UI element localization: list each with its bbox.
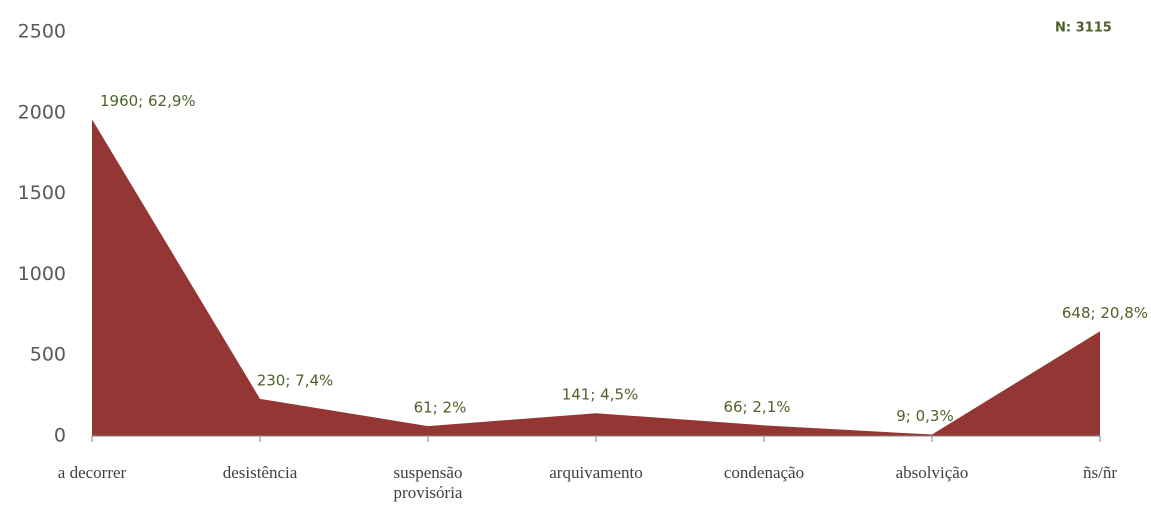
area <box>92 119 1100 436</box>
y-tick-label: 2000 <box>18 101 66 123</box>
value-label: 648; 20,8% <box>1062 304 1148 322</box>
x-tick-label: suspensão provisória <box>393 463 463 502</box>
x-tick-label: condenação <box>723 463 805 482</box>
x-tick-label: a decorrer <box>57 463 127 482</box>
x-tick-label: absolvição <box>895 463 969 482</box>
y-tick-label: 2500 <box>18 21 66 43</box>
y-tick-label: 1000 <box>18 263 66 285</box>
annotation: N: 3115 <box>1055 21 1112 36</box>
y-tick-label: 1500 <box>18 182 66 204</box>
x-tick-label: desistência <box>222 463 298 482</box>
value-label: 141; 4,5% <box>562 386 639 404</box>
x-tick-label: arquivamento <box>549 463 643 482</box>
value-label: 1960; 62,9% <box>100 92 196 110</box>
value-label: 9; 0,3% <box>896 407 953 425</box>
value-label: 230; 7,4% <box>257 371 334 389</box>
x-tick-label: ñs/ñr <box>1083 463 1117 482</box>
value-label: 61; 2% <box>414 399 467 417</box>
y-tick-label: 500 <box>30 344 66 366</box>
y-tick-label: 0 <box>54 425 66 447</box>
value-label: 66; 2,1% <box>723 398 790 416</box>
